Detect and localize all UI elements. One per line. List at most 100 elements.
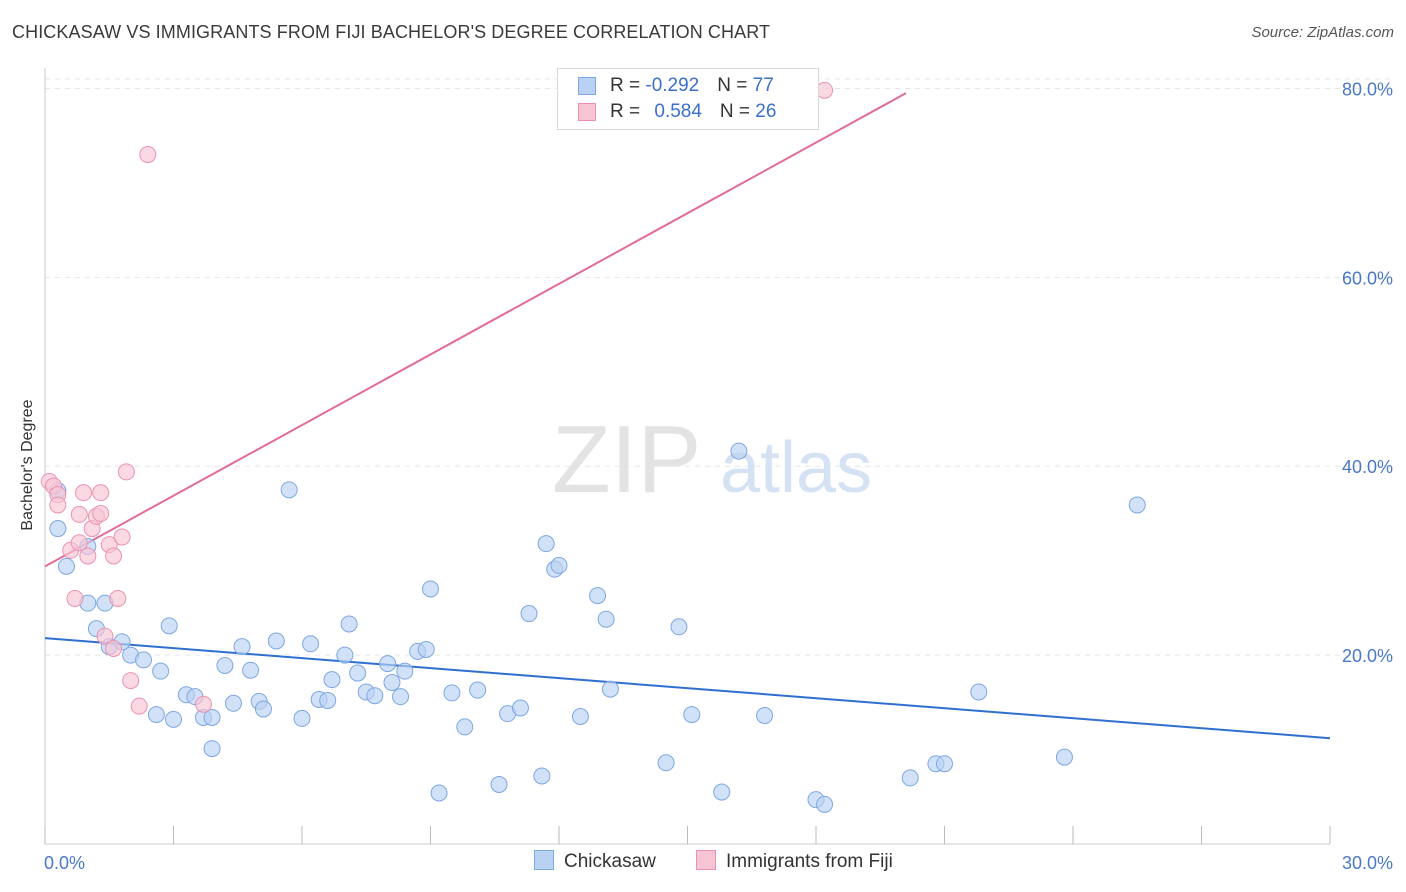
data-point xyxy=(216,657,234,674)
data-point xyxy=(122,672,140,690)
data-point xyxy=(417,640,435,658)
data-point xyxy=(601,680,619,698)
data-point xyxy=(135,651,153,669)
legend-n-value: 26 xyxy=(755,101,777,122)
legend-r-label: R = xyxy=(610,101,646,122)
source-label: Source: ZipAtlas.com xyxy=(1251,24,1394,41)
legend-row-fiji: R = 0.584 N = 26 xyxy=(578,101,776,127)
legend-r-label: R = xyxy=(610,75,646,96)
data-point xyxy=(242,661,260,679)
legend-swatch-pink xyxy=(578,102,596,121)
data-point xyxy=(70,534,88,552)
data-point xyxy=(571,708,589,725)
data-point xyxy=(92,504,110,522)
data-point xyxy=(589,587,607,605)
bottom-legend-swatch-blue xyxy=(534,850,554,870)
data-point xyxy=(936,755,953,773)
legend-r-value: 0.584 xyxy=(654,101,702,122)
data-point xyxy=(1128,496,1146,514)
data-point xyxy=(469,681,487,699)
data-point xyxy=(75,484,93,502)
bottom-legend-label: Chickasaw xyxy=(564,851,656,872)
legend: R = -0.292 N = 77 R = 0.584 N = 26 xyxy=(557,68,819,130)
bottom-legend-fiji: Immigrants from Fiji xyxy=(696,850,893,873)
data-point xyxy=(456,718,474,736)
data-point xyxy=(96,627,114,645)
data-point xyxy=(756,707,774,725)
data-point xyxy=(340,615,358,633)
data-point xyxy=(165,710,182,728)
data-point xyxy=(422,580,439,598)
grid-lines xyxy=(45,78,1392,656)
data-point xyxy=(550,556,568,574)
legend-swatch-blue xyxy=(578,76,596,95)
data-point xyxy=(520,605,538,623)
data-point xyxy=(1055,748,1073,766)
data-point xyxy=(430,784,448,802)
data-point xyxy=(392,688,410,706)
data-point xyxy=(683,706,701,724)
data-point xyxy=(490,776,508,793)
data-point xyxy=(79,547,97,565)
data-point xyxy=(130,697,148,715)
data-point xyxy=(533,767,551,785)
watermark-zip: ZIP xyxy=(552,406,701,513)
data-point xyxy=(113,528,131,546)
bottom-legend-chickasaw: Chickasaw xyxy=(534,850,656,873)
data-point xyxy=(152,662,170,680)
data-point xyxy=(293,709,311,727)
data-point xyxy=(105,547,123,565)
y-tick-label: 80.0% xyxy=(1342,79,1393,99)
tick-labels: 20.0% 40.0% 60.0% 80.0% 0.0% 30.0% xyxy=(44,79,1393,873)
data-point xyxy=(203,708,221,726)
data-point xyxy=(379,655,397,673)
data-point xyxy=(49,520,67,538)
data-point xyxy=(713,783,731,801)
data-point xyxy=(92,484,110,502)
data-point xyxy=(730,442,748,460)
legend-n-value: 77 xyxy=(752,75,774,96)
legend-row-chickasaw: R = -0.292 N = 77 xyxy=(578,75,774,101)
bottom-legend-label: Immigrants from Fiji xyxy=(726,851,893,872)
chart-title: CHICKASAW VS IMMIGRANTS FROM FIJI BACHEL… xyxy=(12,22,771,42)
data-point xyxy=(537,535,555,553)
y-tick-label: 20.0% xyxy=(1342,646,1393,666)
data-point xyxy=(970,683,988,701)
x-tick-label: 0.0% xyxy=(44,853,85,873)
data-point xyxy=(443,684,461,702)
data-point xyxy=(224,694,242,712)
data-point xyxy=(280,481,298,499)
data-point xyxy=(511,699,529,717)
data-point xyxy=(302,635,320,653)
legend-n-label: N = xyxy=(719,101,756,122)
axes xyxy=(44,68,1331,845)
data-point xyxy=(670,618,688,636)
data-point xyxy=(597,610,615,628)
data-point xyxy=(383,674,401,691)
data-point xyxy=(901,769,919,787)
data-point xyxy=(49,496,67,514)
data-point xyxy=(105,640,123,657)
data-point xyxy=(203,740,221,758)
data-point xyxy=(194,695,212,713)
data-point xyxy=(349,664,367,682)
data-point xyxy=(396,662,414,680)
data-point xyxy=(366,687,384,705)
watermark-atlas: atlas xyxy=(720,428,872,508)
data-point xyxy=(319,691,337,709)
data-point xyxy=(117,463,135,481)
data-point xyxy=(336,646,354,664)
data-point xyxy=(267,632,285,650)
data-point xyxy=(139,146,157,164)
x-tick-label: 30.0% xyxy=(1342,853,1393,873)
trend-line xyxy=(44,637,1331,740)
data-point xyxy=(57,557,75,575)
data-point xyxy=(657,754,675,772)
data-point xyxy=(254,700,272,718)
data-point xyxy=(233,638,251,656)
trend-line xyxy=(44,92,907,568)
bottom-legend-swatch-pink xyxy=(696,850,716,870)
data-point xyxy=(70,505,88,523)
y-tick-label: 40.0% xyxy=(1342,457,1393,477)
